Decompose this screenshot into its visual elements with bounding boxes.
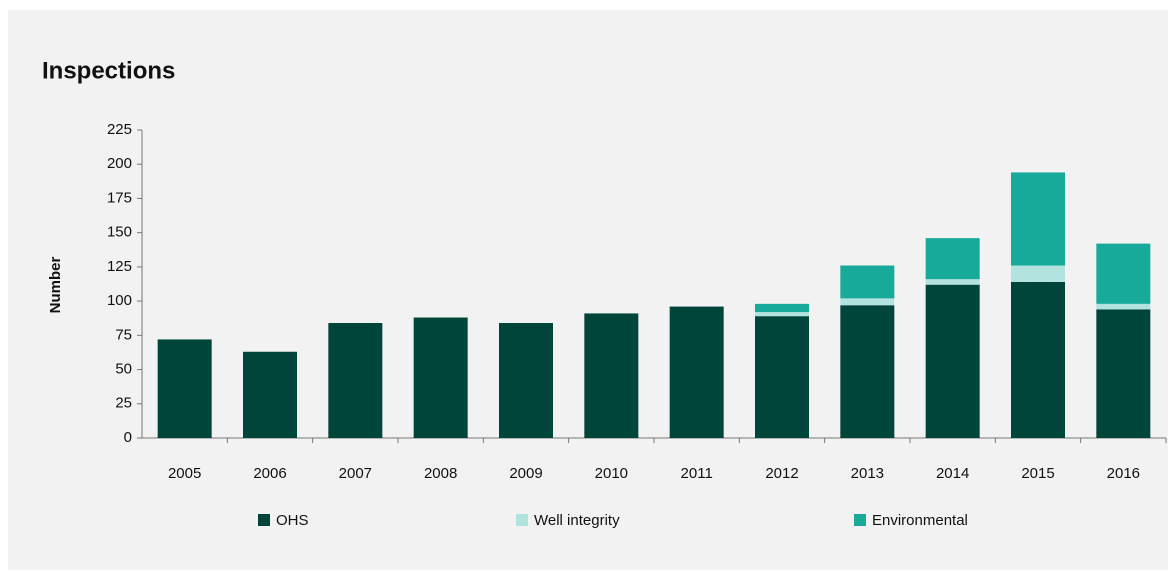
panel [8,10,1168,570]
y-tick-label: 25 [115,395,132,412]
y-tick-label: 200 [107,155,132,172]
x-tick-label: 2009 [509,465,542,482]
bar-segment [157,339,212,438]
legend-label: Environmental [872,512,968,529]
y-tick-label: 175 [107,189,132,206]
bar-segment [584,313,639,438]
legend-swatch [854,514,866,526]
chart-title: Inspections [42,57,175,84]
bar-segment [1011,281,1065,438]
x-tick-label: 2011 [681,465,713,482]
bar-segment [755,316,809,438]
x-tick-label: 2015 [1021,465,1054,482]
bar-segment [925,284,980,438]
y-tick-label: 100 [107,292,132,309]
bar-segment [243,351,297,438]
x-tick-label: 2008 [424,465,457,482]
x-tick-label: 2006 [253,465,286,482]
bar-segment [925,238,980,280]
bar-segment [413,317,468,438]
y-axis-label: Number [47,257,64,314]
bar-segment [1096,303,1151,310]
bar-segment [669,306,724,438]
x-tick-label: 2012 [765,465,798,482]
bar-segment [328,323,383,438]
bar-segment [840,298,895,306]
y-tick-label: 75 [115,326,132,343]
y-tick-label: 150 [107,224,132,241]
bar-segment [499,323,553,438]
y-tick-label: 125 [107,258,132,275]
x-tick-label: 2005 [168,465,201,482]
bar-segment [925,279,980,285]
bar-segment [840,305,895,438]
bar-segment [840,265,895,299]
legend-swatch [516,514,528,526]
x-tick-label: 2013 [851,465,884,482]
bar-segment [755,312,809,317]
bar-segment [1096,309,1151,438]
x-tick-label: 2007 [339,465,372,482]
y-tick-label: 0 [124,429,132,446]
bar-segment [755,303,809,313]
bar-segment [1096,243,1151,304]
legend-swatch [258,514,270,526]
bar-segment [1011,172,1065,266]
bar-segment [1011,265,1065,282]
legend-label: Well integrity [534,512,620,529]
x-tick-label: 2014 [936,465,969,482]
legend-label: OHS [276,512,309,529]
x-tick-label: 2016 [1107,465,1140,482]
y-tick-label: 225 [107,121,132,138]
x-tick-label: 2010 [595,465,628,482]
y-tick-label: 50 [115,361,132,378]
